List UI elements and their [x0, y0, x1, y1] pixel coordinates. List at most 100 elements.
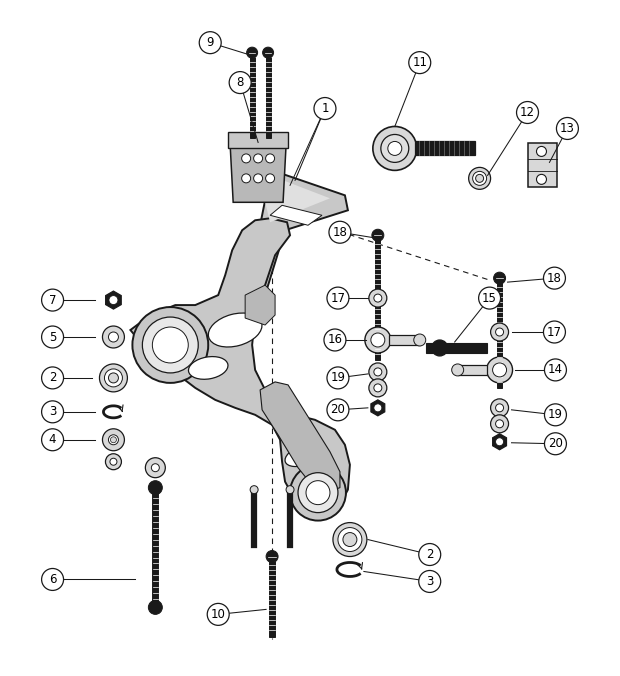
Circle shape [544, 321, 565, 343]
Polygon shape [375, 235, 380, 360]
Text: 3: 3 [49, 406, 56, 418]
Circle shape [242, 174, 250, 183]
Circle shape [148, 481, 162, 495]
Circle shape [324, 329, 346, 351]
Polygon shape [270, 206, 322, 225]
Polygon shape [130, 218, 350, 512]
Circle shape [490, 399, 508, 417]
Circle shape [374, 294, 382, 302]
Circle shape [104, 369, 122, 387]
Polygon shape [260, 382, 340, 491]
Circle shape [374, 368, 382, 376]
Circle shape [286, 485, 294, 493]
Text: 15: 15 [482, 291, 497, 305]
Text: 4: 4 [49, 433, 56, 446]
Circle shape [242, 154, 250, 163]
Text: 20: 20 [330, 404, 345, 416]
Circle shape [544, 404, 567, 426]
Text: 17: 17 [547, 326, 562, 339]
Text: 2: 2 [49, 371, 56, 385]
Circle shape [495, 328, 503, 336]
Circle shape [265, 174, 275, 183]
Circle shape [479, 287, 500, 309]
Circle shape [495, 404, 503, 412]
Polygon shape [222, 170, 348, 360]
Circle shape [148, 600, 162, 614]
Text: 18: 18 [332, 226, 347, 239]
Circle shape [199, 32, 221, 53]
Circle shape [490, 323, 508, 341]
Circle shape [418, 571, 441, 592]
Circle shape [207, 604, 229, 625]
Circle shape [329, 221, 351, 243]
Circle shape [381, 135, 409, 162]
Circle shape [327, 287, 349, 309]
Circle shape [229, 72, 251, 93]
Circle shape [490, 415, 508, 433]
Text: 11: 11 [412, 56, 427, 69]
Circle shape [42, 326, 64, 348]
Polygon shape [269, 556, 275, 637]
Circle shape [372, 229, 384, 241]
Polygon shape [371, 400, 385, 416]
Circle shape [265, 154, 275, 163]
Circle shape [333, 523, 367, 556]
Circle shape [153, 327, 188, 363]
Ellipse shape [285, 443, 325, 466]
Circle shape [109, 295, 118, 305]
Circle shape [536, 147, 546, 156]
Text: 5: 5 [49, 331, 56, 343]
Circle shape [254, 174, 263, 183]
Polygon shape [426, 343, 487, 353]
Text: 7: 7 [49, 293, 56, 307]
Circle shape [42, 569, 64, 590]
Polygon shape [230, 145, 286, 202]
Circle shape [42, 429, 64, 451]
Circle shape [418, 544, 441, 566]
Circle shape [469, 168, 490, 189]
Circle shape [263, 47, 273, 58]
Circle shape [476, 174, 484, 183]
Circle shape [374, 384, 382, 392]
Polygon shape [415, 141, 475, 155]
Text: 1: 1 [321, 102, 329, 115]
Text: 19: 19 [330, 371, 345, 385]
Polygon shape [497, 278, 502, 388]
Circle shape [108, 373, 118, 383]
Polygon shape [493, 434, 507, 450]
Circle shape [544, 267, 565, 289]
Circle shape [516, 101, 539, 124]
Circle shape [298, 473, 338, 512]
Circle shape [327, 367, 349, 389]
Circle shape [371, 333, 385, 347]
Text: 2: 2 [426, 548, 433, 561]
Polygon shape [265, 53, 270, 139]
Text: 13: 13 [560, 122, 575, 135]
Polygon shape [389, 335, 420, 345]
Circle shape [536, 174, 546, 185]
Circle shape [495, 420, 503, 428]
Circle shape [143, 317, 198, 373]
Circle shape [110, 437, 117, 443]
Circle shape [544, 359, 567, 381]
Circle shape [373, 126, 417, 170]
Circle shape [250, 485, 258, 493]
Polygon shape [245, 285, 275, 325]
Circle shape [365, 327, 391, 353]
Circle shape [388, 141, 402, 155]
Circle shape [327, 399, 349, 421]
Circle shape [99, 364, 127, 392]
Circle shape [432, 340, 448, 356]
Polygon shape [250, 53, 255, 139]
Circle shape [254, 154, 263, 163]
Text: 20: 20 [548, 437, 563, 450]
Text: 16: 16 [327, 333, 342, 347]
Circle shape [314, 97, 336, 120]
Circle shape [494, 272, 505, 284]
Circle shape [374, 404, 382, 412]
Circle shape [369, 363, 387, 381]
Ellipse shape [188, 356, 228, 379]
Circle shape [306, 481, 330, 504]
Circle shape [290, 464, 346, 521]
Circle shape [110, 458, 117, 465]
